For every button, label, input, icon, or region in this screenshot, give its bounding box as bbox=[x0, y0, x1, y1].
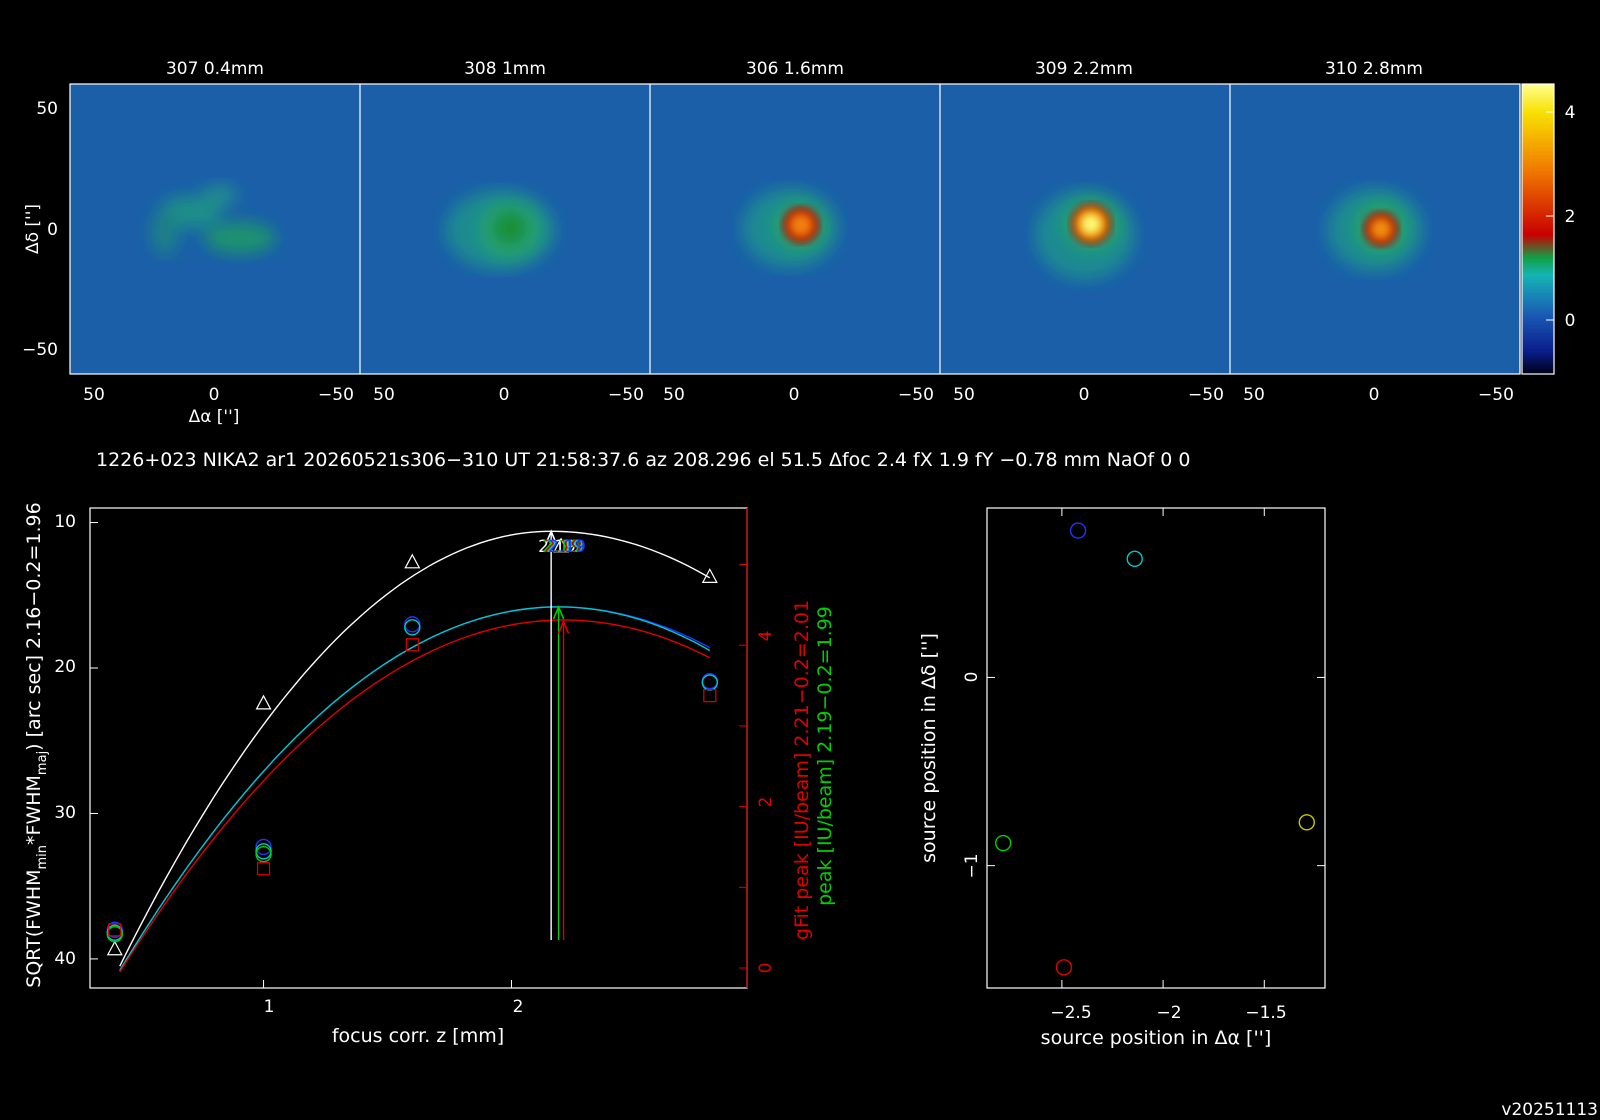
position-point-blue bbox=[1069, 522, 1087, 539]
focus-annotation-white: 2.19 bbox=[538, 537, 576, 557]
focus-ytick-10: 10 bbox=[54, 512, 76, 532]
position-ytick-0: 0 bbox=[962, 672, 982, 683]
position-point-cyan bbox=[1126, 550, 1143, 568]
heatmap-xtick-p4-0: 50 bbox=[953, 385, 975, 405]
focus-ytick-30: 30 bbox=[54, 803, 76, 823]
position-xlabel: source position in Δα [''] bbox=[1041, 1027, 1272, 1049]
colorbar-tick-2: 2 bbox=[1565, 207, 1576, 227]
point-circle-green bbox=[106, 925, 123, 943]
heatmap-xtick-p5-2: −50 bbox=[1478, 385, 1514, 405]
heatmap-xtick-p5-1: 0 bbox=[1369, 385, 1380, 405]
heatmap-panel-2 bbox=[360, 84, 650, 374]
heatmap-xticks: 50 0 −50 50 0 −50 50 0 −50 50 0 −50 50 0 −50 bbox=[83, 385, 1514, 405]
point-triangle-white bbox=[404, 553, 421, 569]
focus-annotation-cyan: 2.19 bbox=[546, 537, 584, 557]
heatmap-xtick-p3-2: −50 bbox=[898, 385, 934, 405]
heatmap-xtick-p1-2: −50 bbox=[318, 385, 354, 405]
heatmap-panel-4 bbox=[940, 84, 1230, 374]
heatmap-ylabel: Δδ [''] bbox=[23, 204, 43, 254]
focus-arrowhead-red bbox=[557, 619, 570, 634]
position-point-green bbox=[994, 834, 1012, 852]
point-circle-cyan bbox=[404, 619, 421, 636]
focus-ytick-40: 40 bbox=[54, 949, 76, 969]
point-triangle-white bbox=[106, 940, 123, 956]
position-plot-frame bbox=[986, 507, 1326, 989]
focus-plot-frame bbox=[89, 507, 748, 989]
colorbar-tick-0: 0 bbox=[1565, 311, 1576, 331]
heatmap-xtick-p4-2: −50 bbox=[1188, 385, 1224, 405]
position-point-olive bbox=[1298, 814, 1315, 831]
heatmap-xtick-p1-0: 50 bbox=[83, 385, 105, 405]
heatmap-xlabel: Δα [''] bbox=[189, 407, 240, 427]
focus-y2label-red: gFit peak [IU/beam] 2.21−0.2=2.01 bbox=[791, 600, 813, 940]
point-circle-cyan bbox=[701, 674, 719, 691]
focus-arrowhead-green bbox=[552, 604, 565, 620]
point-square-red bbox=[256, 862, 271, 876]
focus-y2tick-2: 2 bbox=[756, 797, 776, 808]
heatmap-ytick-m50: −50 bbox=[22, 340, 58, 360]
heatmap-xtick-p2-0: 50 bbox=[373, 385, 395, 405]
focus-arrowhead-white bbox=[545, 529, 557, 544]
panel-title-3: 306 1.6mm bbox=[746, 59, 844, 79]
focus-annotation-blue: 2.19 bbox=[548, 537, 586, 557]
heatmap-frames bbox=[69, 83, 1521, 375]
position-ytick-m1: −1 bbox=[962, 853, 982, 878]
point-square-red bbox=[108, 923, 122, 937]
fit-curve-white bbox=[119, 530, 711, 967]
point-square-red bbox=[703, 689, 717, 703]
info-line: 1226+023 NIKA2 ar1 20260521s306−310 UT 2… bbox=[96, 449, 1190, 471]
fit-curve-blue bbox=[119, 606, 711, 971]
position-xtick-m25: −2.5 bbox=[1050, 1003, 1091, 1023]
heatmap-xtick-p2-1: 0 bbox=[499, 385, 510, 405]
point-circle-blue bbox=[701, 672, 719, 690]
heatmap-panel-3 bbox=[650, 84, 940, 374]
point-square-red bbox=[405, 638, 419, 652]
heatmap-xtick-p1-1: 0 bbox=[209, 385, 220, 405]
focus-y2label-green: peak [IU/beam] 2.19−0.2=1.99 bbox=[814, 606, 836, 906]
focus-annotation-red: 2.19 bbox=[544, 537, 582, 557]
position-ylabel: source position in Δδ [''] bbox=[918, 633, 940, 863]
position-point-red bbox=[1055, 959, 1073, 976]
point-circle-blue bbox=[255, 838, 272, 856]
heatmap-xtick-p3-1: 0 bbox=[789, 385, 800, 405]
position-xtick-m2: −2 bbox=[1156, 1003, 1181, 1023]
panel-title-4: 309 2.2mm bbox=[1035, 59, 1133, 79]
heatmap-xtick-p3-0: 50 bbox=[663, 385, 685, 405]
focus-xtick-2: 2 bbox=[513, 997, 524, 1017]
focus-annotation-green: 2.19 bbox=[542, 537, 580, 557]
heatmap-ytick-0: 0 bbox=[47, 220, 58, 240]
focus-plot: 2.192.192.192.192.19 bbox=[90, 522, 747, 988]
colorbar-tick-4: 4 bbox=[1565, 103, 1576, 123]
fit-curve-cyan bbox=[119, 606, 711, 971]
point-triangle-white bbox=[701, 568, 718, 583]
heatmap-panel-5 bbox=[1230, 84, 1520, 374]
position-xtick-m15: −1.5 bbox=[1245, 1003, 1286, 1023]
focus-xtick-1: 1 bbox=[264, 997, 275, 1017]
position-plot bbox=[987, 508, 1325, 988]
focus-y2tick-0: 0 bbox=[756, 963, 776, 974]
version-label: v20251113 bbox=[1501, 1100, 1598, 1120]
heatmap-panel-1 bbox=[70, 84, 360, 374]
point-circle-green bbox=[255, 845, 272, 863]
colorbar bbox=[1521, 83, 1555, 375]
focus-xlabel: focus corr. z [mm] bbox=[332, 1025, 504, 1047]
focus-y2tick-4: 4 bbox=[756, 631, 776, 642]
focus-ylabel: SQRT(FWHMmin*FWHMmaj) [arc sec] 2.16−0.2… bbox=[23, 502, 50, 987]
point-triangle-white bbox=[553, 537, 570, 553]
fit-curve-red bbox=[119, 619, 711, 973]
heatmap-xtick-p2-2: −50 bbox=[608, 385, 644, 405]
panel-title-5: 310 2.8mm bbox=[1325, 59, 1423, 79]
focus-ytick-20: 20 bbox=[54, 657, 76, 677]
panel-title-2: 308 1mm bbox=[464, 59, 546, 79]
heatmap-xtick-p5-0: 50 bbox=[1243, 385, 1265, 405]
heatmap-xtick-p4-1: 0 bbox=[1079, 385, 1090, 405]
heatmap-ytick-50: 50 bbox=[36, 99, 58, 119]
point-triangle-white bbox=[255, 694, 272, 710]
panel-title-1: 307 0.4mm bbox=[166, 59, 264, 79]
